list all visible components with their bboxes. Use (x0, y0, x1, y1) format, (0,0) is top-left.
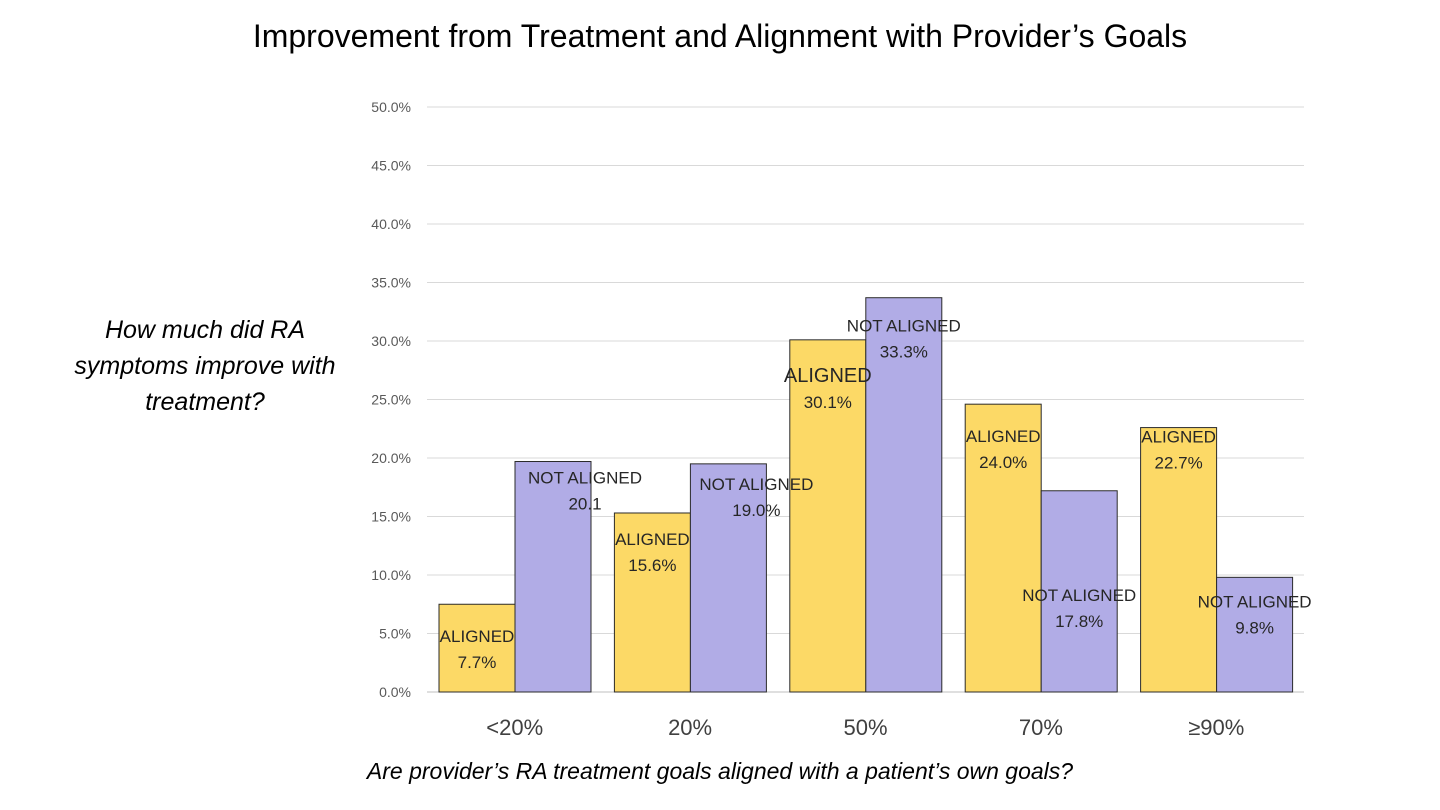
x-tick-label: 50% (843, 715, 887, 740)
data-label-series: NOT ALIGNED (528, 469, 642, 488)
y-axis-question-text: How much did RA symptoms improve with tr… (74, 316, 336, 416)
x-tick-label: 20% (668, 715, 712, 740)
y-tick-label: 35.0% (371, 275, 411, 291)
data-label-value: 20.1 (568, 495, 601, 514)
data-label-series: ALIGNED (615, 530, 690, 549)
data-label-value: 7.7% (458, 653, 497, 672)
y-tick-label: 30.0% (371, 333, 411, 349)
bar-aligned (613, 512, 691, 693)
data-label-series: ALIGNED (966, 427, 1041, 446)
data-label-value: 17.8% (1055, 612, 1103, 631)
chart-title: Improvement from Treatment and Alignment… (252, 18, 1188, 54)
data-label-series: NOT ALIGNED (1198, 592, 1312, 611)
data-label-value: 33.3% (880, 343, 928, 362)
y-tick-label: 50.0% (371, 99, 411, 115)
data-label-value: 15.6% (628, 556, 676, 575)
y-axis-question: How much did RA symptoms improve with tr… (60, 312, 350, 420)
bars (438, 297, 1294, 693)
data-label-series: NOT ALIGNED (847, 317, 961, 336)
x-tick-label: 70% (1019, 715, 1063, 740)
y-tick-label: 5.0% (379, 626, 411, 642)
bar-aligned (438, 603, 516, 693)
x-axis-question: Are provider’s RA treatment goals aligne… (0, 758, 1440, 785)
y-tick-label: 15.0% (371, 509, 411, 525)
bar-not-aligned (865, 297, 943, 693)
data-label-series: NOT ALIGNED (1022, 586, 1136, 605)
y-axis-ticks: 0.0% 5.0% 10.0% 15.0% 20.0% 25.0% 30.0% 35.0% 40… (371, 99, 411, 700)
bar-not-aligned (689, 463, 767, 693)
data-label-value: 9.8% (1235, 618, 1274, 637)
data-label-value: 30.1% (804, 393, 852, 412)
x-axis-question-text: Are provider’s RA treatment goals aligne… (366, 758, 1074, 784)
y-tick-label: 20.0% (371, 450, 411, 466)
bar-not-aligned (1040, 490, 1118, 693)
bar-not-aligned (1216, 576, 1294, 693)
data-label-value: 22.7% (1154, 454, 1202, 473)
y-tick-label: 0.0% (379, 684, 411, 700)
data-labels: ALIGNED 7.7% NOT ALIGNED 20.1 ALIGNED 15.6% NO… (440, 317, 1312, 672)
bar-aligned (964, 403, 1042, 693)
x-tick-label: <20% (486, 715, 543, 740)
data-label-series: NOT ALIGNED (699, 475, 813, 494)
data-label-series: ALIGNED (784, 365, 872, 387)
x-axis-ticks: <20% 20% 50% 70% ≥90% (486, 715, 1244, 740)
x-tick-label: ≥90% (1188, 715, 1244, 740)
bar-not-aligned (514, 461, 592, 693)
y-tick-label: 45.0% (371, 158, 411, 174)
y-tick-label: 25.0% (371, 392, 411, 408)
data-label-value: 19.0% (732, 501, 780, 520)
data-label-series: ALIGNED (440, 627, 515, 646)
bar-aligned (1140, 427, 1218, 693)
bar-aligned (789, 339, 867, 693)
y-tick-label: 10.0% (371, 567, 411, 583)
y-tick-label: 40.0% (371, 216, 411, 232)
data-label-value: 24.0% (979, 453, 1027, 472)
data-label-series: ALIGNED (1141, 428, 1216, 447)
